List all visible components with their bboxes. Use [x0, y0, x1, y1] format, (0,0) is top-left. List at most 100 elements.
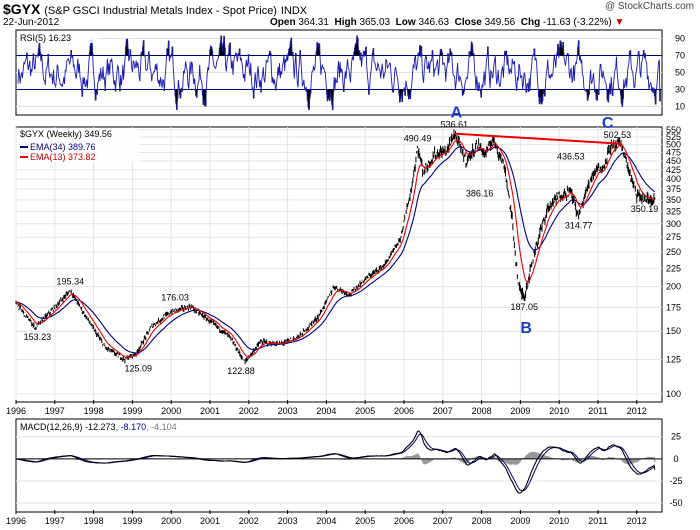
- price-annotation: 195.34: [57, 276, 85, 286]
- close-value: 349.56: [484, 17, 516, 28]
- macd-tick-label: 0: [673, 454, 678, 464]
- x-tick-label: 2008: [472, 406, 492, 416]
- macd-legend-bg: [18, 421, 214, 432]
- rsi-tick-label: 70: [675, 51, 685, 61]
- price-tick-label: 550: [666, 125, 681, 135]
- price-tick-label: 200: [666, 282, 681, 292]
- macd-line: [15, 430, 656, 494]
- x-tick-label: 1996: [6, 516, 26, 526]
- x-tick-label: 2007: [433, 406, 453, 416]
- rsi-tick-label: 30: [675, 85, 685, 95]
- rsi-panel: 10 30 50 70 90 RSI(5) 16.23: [15, 29, 685, 116]
- rsi-legend: RSI(5) 16.23: [20, 33, 71, 43]
- price-annotation: 350.19: [631, 204, 659, 214]
- price-annotation: 436.53: [557, 152, 585, 162]
- symbol: $GYX: [3, 1, 41, 17]
- chart-header: $GYX (S&P GSCI Industrial Metals Index -…: [0, 0, 700, 30]
- change-value: -11.63 (-3.22%): [543, 17, 612, 28]
- price-annotation: 176.03: [161, 292, 189, 302]
- rsi-tick-label: 10: [675, 102, 685, 112]
- macd-legend-part: , -8.170: [116, 422, 147, 432]
- price-tick-label: 425: [666, 165, 681, 175]
- rsi-tick-label: 50: [675, 68, 685, 78]
- x-tick-label: 1996: [6, 406, 26, 416]
- wave-label-b: B: [520, 320, 532, 337]
- ohlc-readout: Open 364.31 High 365.03 Low 346.63 Close…: [270, 17, 625, 28]
- x-tick-label: 2011: [588, 516, 607, 526]
- x-tick-label: 2005: [355, 516, 375, 526]
- open-value: 364.31: [298, 17, 329, 28]
- x-tick-label: 2006: [394, 516, 414, 526]
- exchange: INDX: [280, 5, 308, 17]
- macd-frame: [15, 418, 663, 513]
- ema13-legend: EMA(13) 373.82: [30, 152, 96, 162]
- price-tick-label: 225: [666, 263, 681, 273]
- price-annotation: 122.88: [227, 366, 255, 376]
- x-tick-label: 2009: [510, 406, 530, 416]
- price-tick-label: 175: [666, 302, 681, 312]
- price-tick-label: 275: [666, 232, 681, 242]
- chart-title: $GYX (S&P GSCI Industrial Metals Index -…: [3, 1, 307, 17]
- price-annotation: 125.09: [124, 363, 152, 373]
- ema13-line: [15, 139, 655, 359]
- macd-legend-part: -12.273: [83, 422, 116, 432]
- macd-legend: MACD(12,26,9) -12.273, -8.170, -4.104: [20, 422, 177, 432]
- x-tick-label: 1997: [45, 516, 65, 526]
- macd-tick-label: -25: [669, 476, 682, 486]
- price-annotation: 153.23: [24, 332, 52, 342]
- chart-date: 22-Jun-2012: [3, 17, 60, 28]
- watermark: @ StockCharts.com: [604, 1, 694, 12]
- x-tick-label: 2001: [200, 406, 220, 416]
- x-tick-label: 2000: [161, 516, 181, 526]
- macd-legend-part: , -4.104: [146, 422, 177, 432]
- x-axis-bottom: 1996 1997 1998 1999 2000 2001 2002 2003 2004 2005…: [6, 510, 647, 526]
- macd-legend-part: MACD(12,26,9): [20, 422, 83, 432]
- x-tick-label: 1997: [45, 406, 65, 416]
- x-tick-label: 2011: [588, 406, 607, 416]
- x-tick-label: 2010: [549, 406, 569, 416]
- price-annotation: 502.53: [604, 130, 632, 140]
- x-tick-label: 2000: [161, 406, 181, 416]
- price-panel: 1001251501752002252502753003253503754004…: [15, 105, 681, 403]
- macd-tick-label: 25: [671, 432, 681, 442]
- price-legend: $GYX (Weekly) 349.56: [20, 129, 112, 139]
- down-arrow-icon: ▼: [614, 17, 625, 28]
- price-annotation: 386.16: [466, 189, 494, 199]
- price-tick-label: 100: [666, 389, 681, 399]
- high-value: 365.03: [359, 17, 391, 28]
- x-tick-label: 2012: [627, 406, 647, 416]
- price-tick-label: 250: [666, 247, 681, 257]
- x-tick-label: 2012: [627, 516, 647, 526]
- x-tick-label: 2004: [316, 516, 336, 526]
- ema34-line: [15, 146, 655, 354]
- x-tick-label: 1998: [84, 516, 104, 526]
- price-tick-label: 325: [666, 206, 681, 216]
- wave-label-c: C: [602, 115, 614, 132]
- x-axis-middle: 1996 1997 1998 1999 2000 2001 2002 2003 2004 2005…: [6, 400, 647, 416]
- x-tick-label: 2006: [394, 406, 414, 416]
- x-tick-label: 2005: [355, 406, 375, 416]
- x-tick-label: 2001: [200, 516, 220, 526]
- x-tick-label: 1999: [122, 516, 142, 526]
- price-annotation: 490.49: [404, 134, 432, 144]
- index-name: (S&P GSCI Industrial Metals Index - Spot…: [44, 5, 277, 17]
- x-tick-label: 2002: [239, 516, 259, 526]
- x-tick-label: 2003: [278, 406, 298, 416]
- price-tick-label: 450: [666, 156, 681, 166]
- x-tick-label: 2003: [278, 516, 298, 526]
- price-tick-label: 300: [666, 219, 681, 229]
- rsi-line: [17, 35, 661, 111]
- price-tick-label: 475: [666, 148, 681, 158]
- low-value: 346.63: [418, 17, 450, 28]
- macd-panel: 25 0 -25 -50 MACD(12,26,9) -12.273, -8.170, …: [15, 418, 683, 513]
- price-frame: [15, 126, 663, 403]
- x-tick-label: 1998: [84, 406, 104, 416]
- x-tick-label: 2007: [433, 516, 453, 526]
- abc-trendline: [454, 132, 622, 145]
- x-tick-label: 2009: [510, 516, 530, 526]
- price-tick-label: 350: [666, 195, 681, 205]
- x-tick-label: 2002: [239, 406, 259, 416]
- price-tick-label: 500: [666, 140, 681, 150]
- ema34-legend: EMA(34) 389.76: [30, 142, 96, 152]
- price-tick-label: 150: [666, 326, 681, 336]
